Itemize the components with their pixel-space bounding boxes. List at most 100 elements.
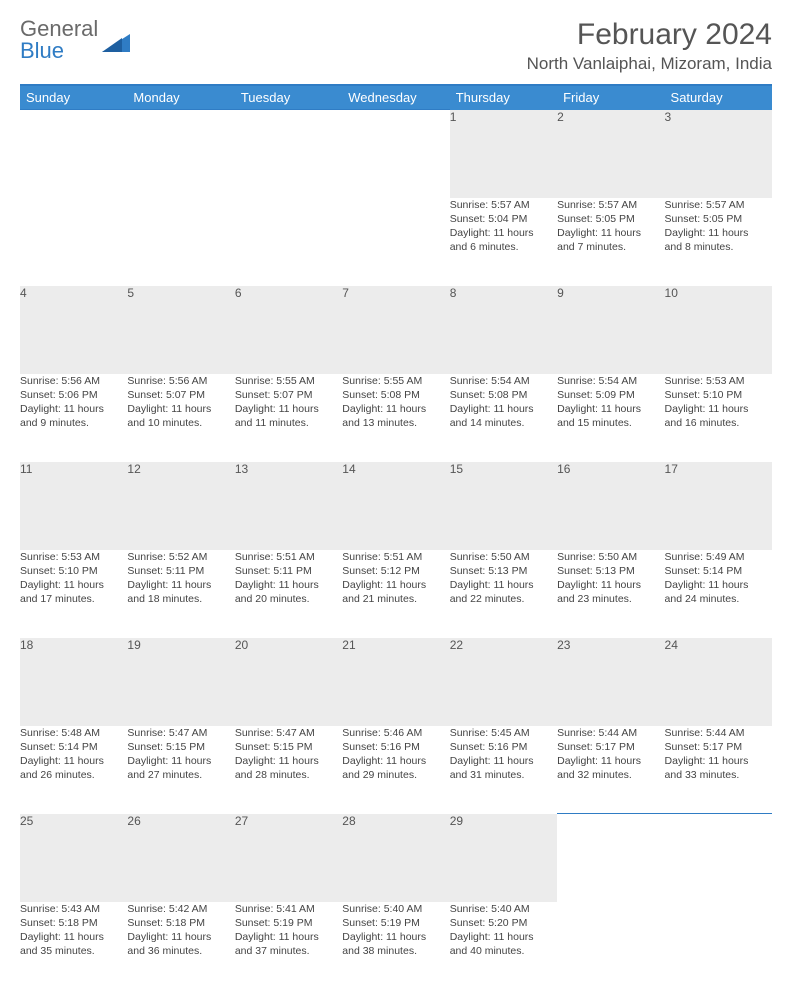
day-content-cell: Sunrise: 5:57 AMSunset: 5:04 PMDaylight:…	[450, 198, 557, 286]
sunrise-text: Sunrise: 5:40 AM	[450, 902, 557, 916]
day-number-cell: 15	[450, 462, 557, 550]
weekday-header: Saturday	[665, 86, 772, 110]
daylight-text-2: and 26 minutes.	[20, 768, 127, 782]
day-content-cell: Sunrise: 5:57 AMSunset: 5:05 PMDaylight:…	[665, 198, 772, 286]
day-content-cell: Sunrise: 5:54 AMSunset: 5:08 PMDaylight:…	[450, 374, 557, 462]
day-number-cell: 9	[557, 286, 664, 374]
day-number-cell: 18	[20, 638, 127, 726]
day-content-cell: Sunrise: 5:50 AMSunset: 5:13 PMDaylight:…	[557, 550, 664, 638]
daylight-text-1: Daylight: 11 hours	[127, 402, 234, 416]
sunset-text: Sunset: 5:08 PM	[342, 388, 449, 402]
day-content-cell	[342, 198, 449, 286]
day-number-cell: 4	[20, 286, 127, 374]
day-number-cell	[20, 110, 127, 198]
sunset-text: Sunset: 5:15 PM	[127, 740, 234, 754]
daylight-text-2: and 32 minutes.	[557, 768, 664, 782]
sunset-text: Sunset: 5:20 PM	[450, 916, 557, 930]
sunset-text: Sunset: 5:07 PM	[127, 388, 234, 402]
daylight-text-1: Daylight: 11 hours	[20, 578, 127, 592]
month-title: February 2024	[527, 18, 772, 52]
sunrise-text: Sunrise: 5:51 AM	[342, 550, 449, 564]
daylight-text-1: Daylight: 11 hours	[235, 754, 342, 768]
day-content-cell: Sunrise: 5:47 AMSunset: 5:15 PMDaylight:…	[127, 726, 234, 814]
daylight-text-2: and 13 minutes.	[342, 416, 449, 430]
day-content-cell: Sunrise: 5:40 AMSunset: 5:20 PMDaylight:…	[450, 902, 557, 990]
calendar-table: Sunday Monday Tuesday Wednesday Thursday…	[20, 86, 772, 990]
day-content-cell: Sunrise: 5:48 AMSunset: 5:14 PMDaylight:…	[20, 726, 127, 814]
sunset-text: Sunset: 5:14 PM	[665, 564, 772, 578]
sunrise-text: Sunrise: 5:45 AM	[450, 726, 557, 740]
daylight-text-1: Daylight: 11 hours	[450, 226, 557, 240]
day-content-cell: Sunrise: 5:51 AMSunset: 5:12 PMDaylight:…	[342, 550, 449, 638]
daylight-text-1: Daylight: 11 hours	[127, 754, 234, 768]
day-number-cell	[235, 110, 342, 198]
daylight-text-1: Daylight: 11 hours	[20, 754, 127, 768]
day-content-cell	[127, 198, 234, 286]
sunrise-text: Sunrise: 5:55 AM	[235, 374, 342, 388]
day-content-cell: Sunrise: 5:45 AMSunset: 5:16 PMDaylight:…	[450, 726, 557, 814]
sunrise-text: Sunrise: 5:44 AM	[557, 726, 664, 740]
sunrise-text: Sunrise: 5:53 AM	[665, 374, 772, 388]
daylight-text-2: and 15 minutes.	[557, 416, 664, 430]
day-content-cell: Sunrise: 5:40 AMSunset: 5:19 PMDaylight:…	[342, 902, 449, 990]
sunrise-text: Sunrise: 5:48 AM	[20, 726, 127, 740]
location-subtitle: North Vanlaiphai, Mizoram, India	[527, 54, 772, 74]
daylight-text-2: and 29 minutes.	[342, 768, 449, 782]
day-number-cell: 28	[342, 814, 449, 902]
day-number-cell: 25	[20, 814, 127, 902]
day-number-cell: 23	[557, 638, 664, 726]
daylight-text-2: and 6 minutes.	[450, 240, 557, 254]
daylight-text-2: and 21 minutes.	[342, 592, 449, 606]
title-block: February 2024 North Vanlaiphai, Mizoram,…	[527, 18, 772, 74]
page-header: General Blue February 2024 North Vanlaip…	[20, 18, 772, 74]
daylight-text-1: Daylight: 11 hours	[342, 930, 449, 944]
sunrise-text: Sunrise: 5:41 AM	[235, 902, 342, 916]
day-content-row: Sunrise: 5:48 AMSunset: 5:14 PMDaylight:…	[20, 726, 772, 814]
sunset-text: Sunset: 5:18 PM	[127, 916, 234, 930]
day-content-cell: Sunrise: 5:43 AMSunset: 5:18 PMDaylight:…	[20, 902, 127, 990]
day-content-cell	[557, 902, 664, 990]
day-content-row: Sunrise: 5:53 AMSunset: 5:10 PMDaylight:…	[20, 550, 772, 638]
day-content-cell: Sunrise: 5:47 AMSunset: 5:15 PMDaylight:…	[235, 726, 342, 814]
weekday-header: Monday	[127, 86, 234, 110]
sunrise-text: Sunrise: 5:47 AM	[127, 726, 234, 740]
calendar-body: 123Sunrise: 5:57 AMSunset: 5:04 PMDaylig…	[20, 110, 772, 990]
day-content-cell: Sunrise: 5:44 AMSunset: 5:17 PMDaylight:…	[665, 726, 772, 814]
day-number-cell	[557, 814, 664, 902]
sunset-text: Sunset: 5:11 PM	[127, 564, 234, 578]
daylight-text-1: Daylight: 11 hours	[557, 402, 664, 416]
day-number-cell: 8	[450, 286, 557, 374]
daylight-text-2: and 40 minutes.	[450, 944, 557, 958]
day-number-cell: 24	[665, 638, 772, 726]
day-content-cell: Sunrise: 5:44 AMSunset: 5:17 PMDaylight:…	[557, 726, 664, 814]
day-number-cell: 13	[235, 462, 342, 550]
sunrise-text: Sunrise: 5:56 AM	[20, 374, 127, 388]
sunrise-text: Sunrise: 5:54 AM	[450, 374, 557, 388]
day-content-row: Sunrise: 5:57 AMSunset: 5:04 PMDaylight:…	[20, 198, 772, 286]
day-number-cell: 10	[665, 286, 772, 374]
daylight-text-2: and 37 minutes.	[235, 944, 342, 958]
daylight-text-2: and 28 minutes.	[235, 768, 342, 782]
day-number-cell: 2	[557, 110, 664, 198]
daylight-text-1: Daylight: 11 hours	[665, 402, 772, 416]
daylight-text-2: and 16 minutes.	[665, 416, 772, 430]
day-number-cell	[342, 110, 449, 198]
daylight-text-1: Daylight: 11 hours	[557, 754, 664, 768]
daylight-text-1: Daylight: 11 hours	[342, 402, 449, 416]
sunrise-text: Sunrise: 5:44 AM	[665, 726, 772, 740]
day-content-cell: Sunrise: 5:50 AMSunset: 5:13 PMDaylight:…	[450, 550, 557, 638]
daylight-text-2: and 20 minutes.	[235, 592, 342, 606]
daylight-text-2: and 24 minutes.	[665, 592, 772, 606]
sunset-text: Sunset: 5:17 PM	[665, 740, 772, 754]
sunset-text: Sunset: 5:10 PM	[20, 564, 127, 578]
weekday-header: Thursday	[450, 86, 557, 110]
daylight-text-1: Daylight: 11 hours	[20, 930, 127, 944]
daylight-text-2: and 10 minutes.	[127, 416, 234, 430]
day-number-cell: 22	[450, 638, 557, 726]
sunrise-text: Sunrise: 5:40 AM	[342, 902, 449, 916]
daylight-text-1: Daylight: 11 hours	[235, 578, 342, 592]
sunrise-text: Sunrise: 5:47 AM	[235, 726, 342, 740]
daylight-text-1: Daylight: 11 hours	[665, 226, 772, 240]
daylight-text-2: and 27 minutes.	[127, 768, 234, 782]
day-content-cell: Sunrise: 5:41 AMSunset: 5:19 PMDaylight:…	[235, 902, 342, 990]
